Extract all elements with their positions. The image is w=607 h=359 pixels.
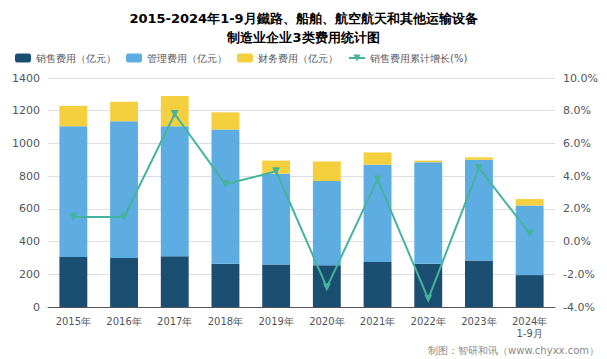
- svg-text:1200: 1200: [12, 104, 40, 117]
- svg-text:制图：智研和讯（www.chyxx.com）: 制图：智研和讯（www.chyxx.com）: [428, 345, 599, 356]
- svg-text:-2.0%: -2.0%: [563, 268, 595, 281]
- svg-text:2015-2024年1-9月鐵路、船舶、航空航天和其他运输设: 2015-2024年1-9月鐵路、船舶、航空航天和其他运输设备: [129, 11, 477, 26]
- svg-text:400: 400: [19, 235, 40, 248]
- svg-text:8.0%: 8.0%: [563, 104, 591, 117]
- svg-text:2024年: 2024年: [512, 316, 547, 327]
- svg-text:6.0%: 6.0%: [563, 137, 591, 150]
- svg-text:2018年: 2018年: [208, 316, 243, 327]
- svg-text:0: 0: [33, 301, 40, 314]
- svg-text:4.0%: 4.0%: [563, 170, 591, 183]
- svg-text:800: 800: [19, 170, 40, 183]
- svg-text:制造业企业3类费用统计图: 制造业企业3类费用统计图: [226, 30, 379, 45]
- svg-text:-4.0%: -4.0%: [563, 301, 595, 314]
- svg-text:2020年: 2020年: [309, 316, 344, 327]
- svg-text:2017年: 2017年: [157, 316, 192, 327]
- svg-text:10.0%: 10.0%: [563, 72, 598, 85]
- svg-text:1000: 1000: [12, 137, 40, 150]
- svg-text:销售费用（亿元）: 销售费用（亿元）: [35, 53, 116, 64]
- svg-text:2022年: 2022年: [411, 316, 446, 327]
- svg-text:2019年: 2019年: [258, 316, 293, 327]
- svg-text:1400: 1400: [12, 72, 40, 85]
- svg-text:2.0%: 2.0%: [563, 202, 591, 215]
- svg-text:财务费用（亿元）: 财务费用（亿元）: [258, 53, 338, 64]
- svg-text:200: 200: [19, 268, 40, 281]
- svg-text:管理费用（亿元）: 管理费用（亿元）: [147, 53, 227, 64]
- svg-text:1-9月: 1-9月: [516, 328, 542, 339]
- svg-text:2015年: 2015年: [56, 316, 91, 327]
- svg-text:销售费用累计增长(%): 销售费用累计增长(%): [369, 53, 467, 64]
- svg-text:2016年: 2016年: [106, 316, 141, 327]
- svg-text:600: 600: [19, 202, 40, 215]
- svg-text:2021年: 2021年: [360, 316, 395, 327]
- svg-text:2023年: 2023年: [461, 316, 496, 327]
- svg-text:0.0%: 0.0%: [563, 235, 591, 248]
